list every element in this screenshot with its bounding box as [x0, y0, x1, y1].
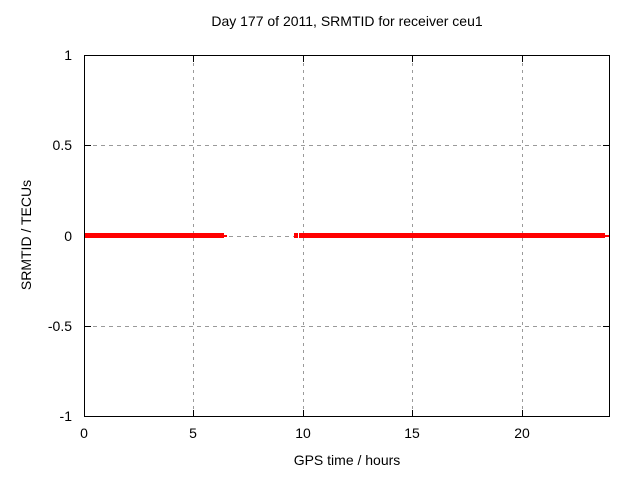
data-line-segment	[224, 235, 227, 237]
horizontal-gridline	[85, 326, 609, 327]
y-tick-mark	[603, 55, 609, 56]
x-tick-label: 10	[295, 425, 311, 441]
y-tick-mark	[85, 326, 91, 327]
horizontal-gridline	[85, 145, 609, 146]
chart-title: Day 177 of 2011, SRMTID for receiver ceu…	[211, 13, 483, 29]
x-tick-label: 15	[404, 425, 420, 441]
x-tick-mark	[303, 410, 304, 416]
data-line-segment	[299, 233, 605, 238]
x-tick-mark	[193, 56, 194, 62]
x-tick-mark	[303, 56, 304, 62]
y-tick-mark	[85, 55, 91, 56]
y-tick-mark	[603, 326, 609, 327]
x-tick-label: 5	[189, 425, 197, 441]
y-tick-mark	[603, 145, 609, 146]
y-tick-label: 0.5	[52, 137, 72, 153]
data-line-segment	[85, 233, 224, 238]
x-tick-mark	[412, 410, 413, 416]
y-tick-mark	[85, 145, 91, 146]
data-line-segment	[605, 235, 609, 237]
y-tick-label: -1	[59, 408, 72, 424]
x-tick-mark	[193, 410, 194, 416]
x-tick-mark	[412, 56, 413, 62]
y-tick-mark	[85, 416, 91, 417]
plot-area	[84, 55, 610, 417]
y-tick-label: 1	[64, 47, 72, 63]
x-tick-label: 0	[80, 425, 88, 441]
data-line-segment	[294, 233, 298, 238]
x-tick-mark	[522, 410, 523, 416]
x-tick-mark	[522, 56, 523, 62]
y-tick-label: -0.5	[47, 318, 72, 334]
y-tick-label: 0	[64, 228, 72, 244]
x-tick-mark	[84, 56, 85, 62]
x-tick-label: 20	[514, 425, 530, 441]
y-tick-mark	[603, 416, 609, 417]
x-axis-label: GPS time / hours	[293, 452, 401, 468]
